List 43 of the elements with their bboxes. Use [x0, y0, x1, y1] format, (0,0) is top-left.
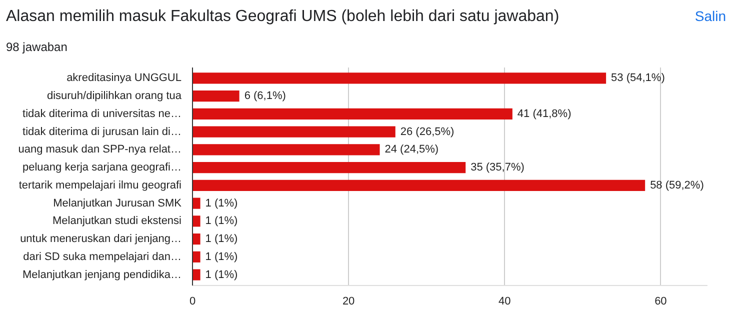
- data-label: 41 (41,8%): [517, 108, 572, 120]
- data-label: 35 (35,7%): [470, 162, 524, 174]
- y-tick-label: Melanjutkan jenjang pendidika…: [22, 268, 182, 281]
- bar: [192, 162, 466, 174]
- y-tick-label: uang masuk dan SPP-nya relat…: [18, 144, 182, 156]
- text: Salin: [694, 7, 726, 26]
- chart-title: Alasan memilih masuk Fakultas Geografi UMS (boleh lebih dari satu jawaban): [6, 7, 560, 27]
- x-tick-label: 20: [342, 295, 355, 308]
- data-label: 6 (6,1%): [244, 90, 286, 102]
- bar: [192, 251, 200, 262]
- data-label: 26 (26,5%): [400, 126, 454, 138]
- data-label: 58 (59,2%): [650, 179, 704, 192]
- y-tick-label: untuk meneruskan dari jenjang…: [20, 233, 182, 246]
- data-label: 1 (1%): [205, 233, 238, 246]
- bar: [192, 180, 646, 191]
- data-label: 1 (1%): [205, 197, 238, 210]
- bar: [192, 216, 200, 227]
- bar: [192, 90, 240, 102]
- y-tick-label: disuruh/dipilihkan orang tua: [46, 90, 182, 102]
- bar: [192, 126, 396, 138]
- x-tick-label: 0: [189, 295, 196, 308]
- y-tick-label: akreditasinya UNGGUL: [66, 72, 182, 84]
- y-tick-label: Melanjutkan Jurusan SMK: [53, 197, 182, 210]
- bar: [192, 108, 512, 120]
- data-label: 24 (24,5%): [384, 144, 439, 156]
- y-tick-label: Melanjutkan studi ekstensi: [52, 215, 182, 228]
- bar: [192, 233, 200, 245]
- data-label: 1 (1%): [205, 268, 238, 281]
- data-label: 53 (54,1%): [611, 72, 665, 84]
- y-tick-label: tidak diterima di jurusan lain di…: [22, 126, 182, 138]
- x-tick-label: 40: [498, 295, 511, 308]
- bar: [192, 144, 380, 156]
- data-label: 1 (1%): [205, 215, 238, 228]
- bar: [192, 72, 606, 84]
- x-tick-label: 60: [654, 295, 667, 308]
- y-tick-label: tertarik mempelajari ilmu geografi: [18, 179, 182, 192]
- bar: [192, 198, 200, 209]
- y-tick-label: tidak diterima di universitas ne…: [22, 108, 182, 120]
- y-tick-label: dari SD suka mempelajari dan…: [23, 250, 182, 263]
- y-tick-label: peluang kerja sarjana geografi…: [22, 162, 182, 174]
- text: 98 jawaban: [6, 38, 68, 56]
- data-label: 1 (1%): [205, 250, 238, 263]
- bar: [192, 269, 200, 280]
